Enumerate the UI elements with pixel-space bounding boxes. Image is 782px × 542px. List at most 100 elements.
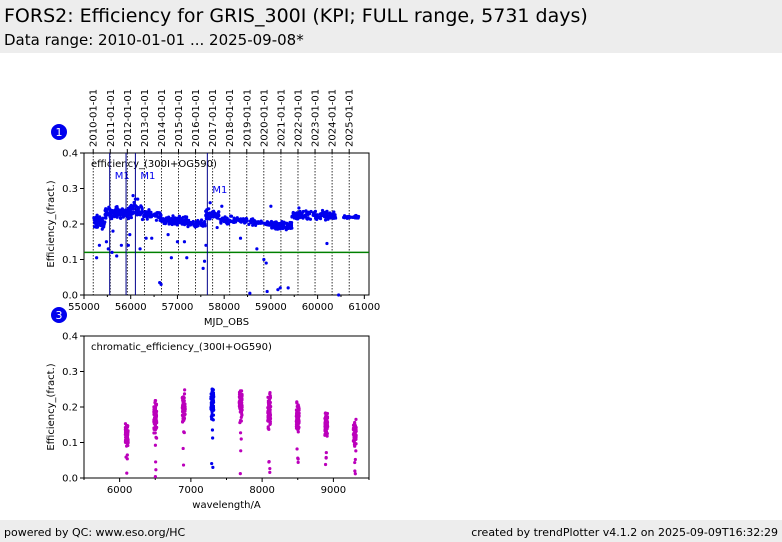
data-point [106, 247, 110, 251]
data-point [152, 422, 156, 426]
data-point [181, 406, 185, 410]
data-point [289, 222, 294, 226]
plots-area: 55000 56000 57000 58000 59000 60000 61000 0.0 0.… [46, 89, 380, 511]
data-point [104, 210, 109, 214]
data-point [266, 425, 270, 429]
data-point [154, 414, 158, 418]
data-point [295, 447, 299, 451]
data-point [196, 224, 200, 228]
data-point [154, 213, 158, 217]
y-tick-label: 0.2 [62, 403, 78, 414]
data-point [225, 216, 229, 220]
data-point [354, 213, 358, 218]
data-point [208, 201, 212, 205]
top-tick-label: 2018-01-01 [225, 89, 236, 147]
y-tick-label: 0.1 [62, 255, 78, 266]
data-point [135, 205, 139, 209]
data-point [276, 288, 280, 292]
data-point [317, 216, 321, 220]
data-point [204, 214, 208, 218]
data-point [206, 211, 210, 216]
top-tick-label: 2011-01-01 [106, 89, 117, 147]
data-point [157, 211, 161, 215]
data-point [168, 221, 172, 226]
data-point [175, 240, 180, 244]
data-point [267, 406, 271, 410]
data-point [95, 224, 99, 228]
data-point [186, 218, 191, 222]
data-point [175, 219, 179, 223]
x-tick-label: 55000 [68, 302, 100, 313]
data-point [268, 413, 272, 417]
data-point [268, 422, 272, 426]
x-tick-label: 8000 [249, 485, 274, 496]
data-point [354, 436, 358, 440]
data-point [207, 217, 211, 221]
data-point [198, 220, 202, 224]
top-tick-label: 2017-01-01 [208, 89, 219, 147]
data-point [268, 466, 272, 471]
page-subtitle: Data range: 2010-01-01 ... 2025-09-08* [4, 31, 304, 49]
data-point [181, 419, 185, 424]
data-point [238, 418, 243, 423]
data-point [166, 233, 170, 237]
data-point [244, 220, 248, 224]
x-axis-label: wavelength/A [192, 500, 261, 511]
plot-frame [83, 335, 370, 479]
data-point [118, 210, 122, 215]
data-point [182, 392, 187, 396]
data-point [238, 219, 243, 223]
data-point [306, 216, 310, 220]
footer-credit[interactable]: powered by QC: www.eso.org/HC [4, 526, 186, 539]
data-point [238, 472, 242, 476]
y-tick-label: 0.3 [62, 184, 78, 195]
data-point [181, 446, 185, 451]
data-point [182, 240, 187, 244]
data-point [211, 406, 216, 410]
data-point [144, 209, 148, 214]
data-point [213, 214, 217, 218]
data-point [213, 211, 217, 215]
data-point [352, 422, 357, 426]
top-tick-label: 2022-01-01 [293, 89, 304, 147]
data-point [154, 468, 158, 472]
data-point [101, 220, 105, 224]
data-point [107, 207, 111, 211]
data-point [183, 388, 187, 392]
x-tick-label: 7000 [178, 485, 203, 496]
data-point [157, 215, 161, 220]
data-point [97, 243, 102, 247]
data-point [153, 399, 158, 403]
data-point [194, 221, 198, 225]
data-point [159, 282, 163, 286]
data-point [274, 227, 278, 231]
data-point [127, 216, 131, 220]
data-point [238, 431, 243, 435]
data-point [154, 218, 159, 222]
data-point [326, 217, 330, 221]
data-point [140, 217, 145, 222]
data-point [115, 254, 119, 258]
data-point [229, 214, 233, 218]
y-axis-label: Efficiency_(fract.) [46, 363, 57, 450]
data-point [313, 209, 318, 213]
data-point [99, 217, 104, 221]
data-point [196, 218, 200, 223]
data-point [115, 205, 119, 209]
plot-annotation: chromatic_efficiency_(300I+OG590) [91, 342, 272, 353]
data-point [169, 219, 173, 223]
data-point [296, 215, 300, 219]
x-tick-label: 57000 [162, 302, 194, 313]
y-tick-label: 0.0 [62, 474, 78, 485]
data-point [237, 404, 241, 408]
data-point [143, 213, 147, 217]
data-point [207, 207, 211, 211]
data-point [319, 212, 323, 216]
data-point [125, 471, 129, 475]
data-point [353, 216, 357, 220]
data-point [110, 250, 114, 254]
data-point [172, 218, 176, 222]
data-point [154, 403, 158, 407]
data-point [140, 207, 144, 211]
data-point [262, 257, 266, 262]
